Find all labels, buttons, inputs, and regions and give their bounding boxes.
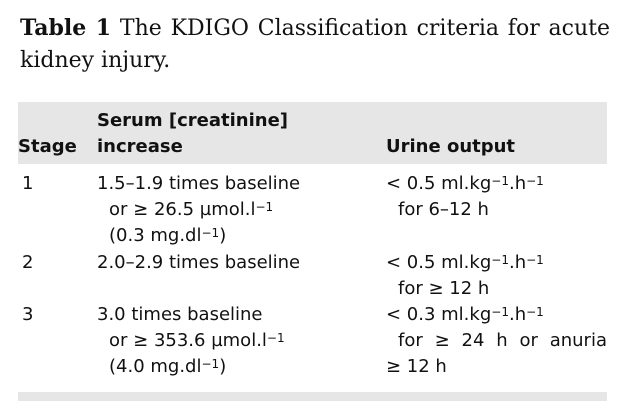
table-row: 2 2.0–2.9 times baseline < 0.5 ml.kg−1.h…	[18, 250, 607, 302]
serum-line: 3.0 times baseline	[97, 304, 263, 325]
stage-cell: 3	[22, 304, 34, 325]
caption-label: Table 1	[20, 15, 112, 41]
stage-cell: 1	[22, 173, 34, 194]
serum-line: (0.3 mg.dl−1)	[109, 225, 227, 246]
urine-cell: < 0.5 ml.kg−1.h−1 for 6–12 h	[386, 171, 607, 223]
urine-line: ≥ 12 h	[386, 356, 447, 377]
urine-line: < 0.5 ml.kg−1.h−1	[386, 252, 544, 273]
serum-line: 2.0–2.9 times baseline	[97, 252, 301, 273]
serum-cell: 2.0–2.9 times baseline	[97, 250, 300, 276]
table-bottom-rule	[18, 392, 607, 401]
urine-line: < 0.3 ml.kg−1.h−1	[386, 304, 544, 325]
serum-line: 1.5–1.9 times baseline	[97, 173, 301, 194]
serum-line: or ≥ 26.5 µmol.l−1	[109, 199, 274, 220]
urine-line: for 6–12 h	[398, 199, 489, 220]
caption-text: The KDIGO Classification criteria for ac…	[20, 16, 611, 73]
serum-line: or ≥ 353.6 µmol.l−1	[109, 330, 285, 351]
urine-cell: < 0.3 ml.kg−1.h−1 for ≥ 24 h or anuria ≥…	[386, 302, 607, 380]
urine-cell: < 0.5 ml.kg−1.h−1 for ≥ 12 h	[386, 250, 607, 302]
table-row: 1 1.5–1.9 times baseline or ≥ 26.5 µmol.…	[18, 171, 607, 251]
table-row: 3 3.0 times baseline or ≥ 353.6 µmol.l−1…	[18, 302, 607, 382]
stage-cell: 2	[22, 252, 34, 273]
urine-line: for ≥ 24 h or anuria	[398, 330, 607, 351]
header-serum-line1: Serum [creatinine]	[97, 110, 289, 131]
serum-cell: 1.5–1.9 times baseline or ≥ 26.5 µmol.l−…	[97, 171, 300, 249]
table-header: Stage Serum [creatinine] increase Urine …	[18, 102, 607, 164]
serum-line: (4.0 mg.dl−1)	[109, 356, 227, 377]
header-serum: Serum [creatinine] increase	[97, 108, 288, 160]
header-urine: Urine output	[386, 136, 516, 157]
urine-line: for ≥ 12 h	[398, 278, 490, 299]
header-serum-line2: increase	[97, 136, 183, 157]
header-stage: Stage	[18, 136, 77, 157]
serum-cell: 3.0 times baseline or ≥ 353.6 µmol.l−1 (…	[97, 302, 285, 380]
table-caption: Table 1 The KDIGO Classification criteri…	[20, 12, 610, 77]
kdigo-table: Stage Serum [creatinine] increase Urine …	[18, 102, 607, 401]
urine-line: < 0.5 ml.kg−1.h−1	[386, 173, 544, 194]
